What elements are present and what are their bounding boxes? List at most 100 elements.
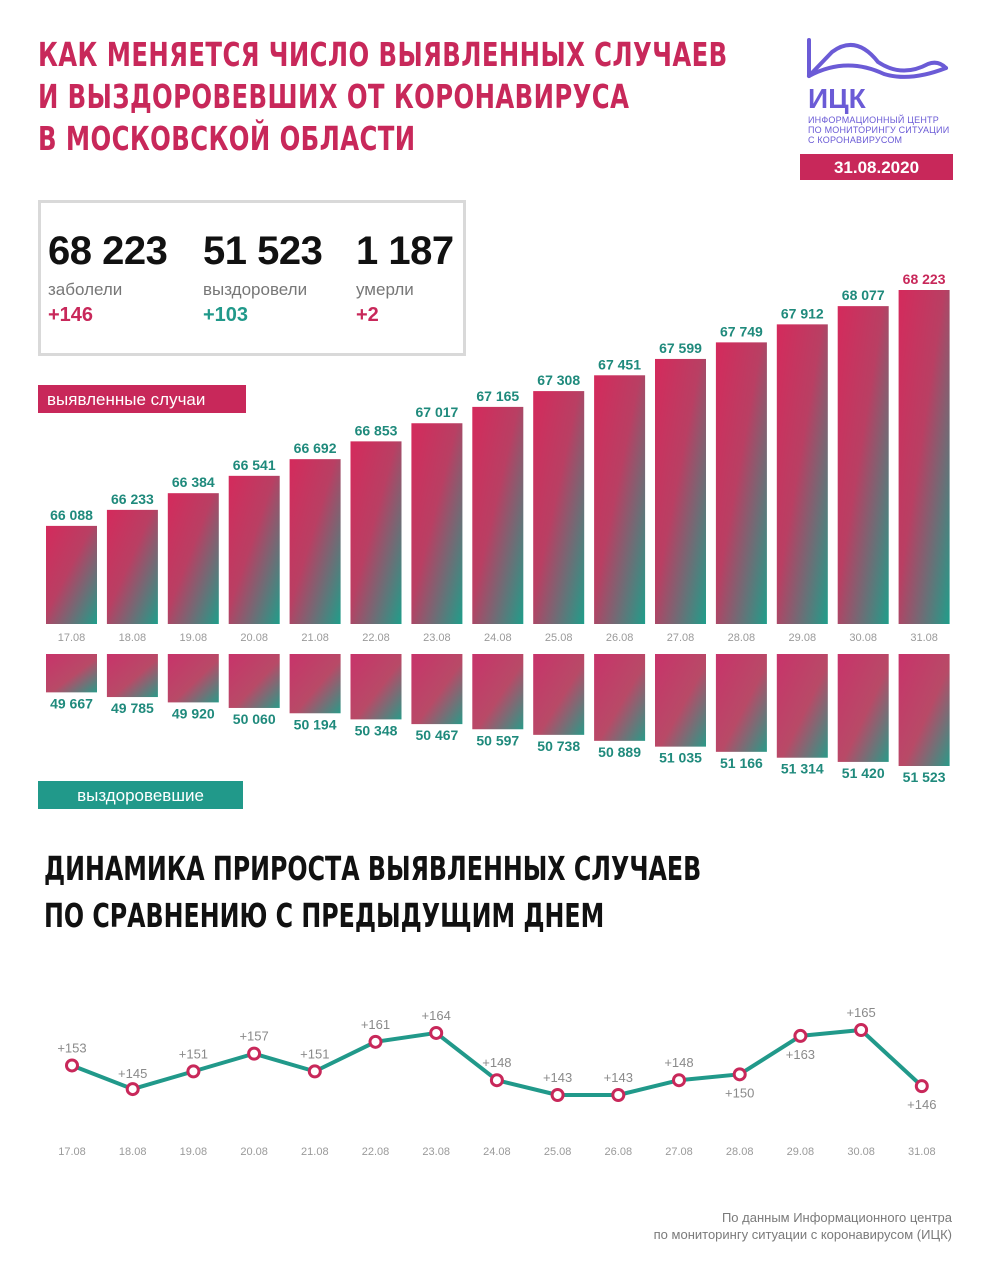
recovered-bar bbox=[106, 654, 158, 698]
growth-value-label: +164 bbox=[422, 1008, 451, 1023]
recovered-bar bbox=[472, 654, 524, 730]
logo-abbr: ИЦК bbox=[808, 83, 867, 114]
recovered-value-label: 50 467 bbox=[415, 727, 458, 743]
cases-value-label: 66 541 bbox=[233, 457, 276, 473]
cases-bar bbox=[289, 459, 341, 624]
cases-bar bbox=[167, 493, 219, 624]
growth-date-label: 24.08 bbox=[483, 1146, 511, 1158]
logo-caption-line-3: С КОРОНАВИРУСОМ bbox=[808, 135, 903, 145]
stat-infected-delta: +146 bbox=[48, 304, 94, 326]
cases-value-label: 67 749 bbox=[720, 323, 763, 339]
cases-bar bbox=[898, 290, 950, 624]
cases-bar bbox=[411, 423, 463, 624]
recovered-value-label: 50 060 bbox=[233, 711, 276, 727]
date-tick-label: 31.08 bbox=[910, 632, 938, 644]
recovered-bar bbox=[289, 654, 341, 714]
cases-value-label: 66 692 bbox=[294, 440, 337, 456]
growth-value-label: +150 bbox=[725, 1085, 754, 1100]
cases-value-label: 67 017 bbox=[415, 404, 458, 420]
stat-recovered-label: выздоровели bbox=[203, 280, 308, 299]
recovered-value-label: 50 889 bbox=[598, 744, 641, 760]
cases-bar bbox=[715, 342, 767, 624]
recovered-tag: выздоровевшие bbox=[38, 781, 243, 809]
recovered-bar bbox=[837, 654, 889, 762]
recovered-value-label: 51 166 bbox=[720, 755, 763, 771]
date-tick-label: 18.08 bbox=[119, 632, 147, 644]
section-title-line-2: ПО СРАВНЕНИЮ С ПРЕДЫДУЩИМ ДНЕМ bbox=[44, 896, 605, 935]
recovered-value-label: 51 420 bbox=[842, 765, 885, 781]
recovered-bars: 49 667 49 785 49 920 50 060 50 194 50 348 50 4… bbox=[46, 654, 950, 785]
section-title-line-1: ДИНАМИКА ПРИРОСТА ВЫЯВЛЕННЫХ СЛУЧАЕВ bbox=[44, 849, 702, 888]
cases-bar bbox=[837, 306, 889, 624]
date-tick-label: 20.08 bbox=[240, 632, 268, 644]
growth-date-label: 29.08 bbox=[787, 1146, 815, 1158]
growth-value-label: +145 bbox=[118, 1066, 147, 1081]
title-line-3: В МОСКОВСКОЙ ОБЛАСТИ bbox=[38, 119, 416, 158]
date-tick-label: 28.08 bbox=[728, 632, 756, 644]
cases-bar bbox=[655, 358, 706, 624]
recovered-bar bbox=[228, 654, 280, 708]
cases-bar bbox=[472, 406, 524, 624]
growth-date-label: 28.08 bbox=[726, 1146, 754, 1158]
cases-value-label: 67 451 bbox=[598, 356, 641, 372]
growth-point bbox=[186, 1064, 201, 1079]
growth-date-label: 19.08 bbox=[180, 1146, 208, 1158]
recovered-value-label: 49 920 bbox=[172, 705, 215, 721]
stat-died-delta: +2 bbox=[356, 304, 379, 326]
growth-date-label: 30.08 bbox=[847, 1146, 875, 1158]
recovered-bar bbox=[411, 654, 463, 725]
stat-infected-value: 68 223 bbox=[48, 229, 168, 273]
date-tick-label: 26.08 bbox=[606, 632, 634, 644]
recovered-value-label: 51 523 bbox=[903, 769, 946, 785]
growth-point bbox=[914, 1079, 929, 1094]
date-tick-label: 22.08 bbox=[362, 632, 390, 644]
growth-date-label: 31.08 bbox=[908, 1146, 936, 1158]
growth-value-label: +151 bbox=[179, 1046, 208, 1061]
growth-point bbox=[732, 1067, 747, 1082]
cases-value-label: 66 233 bbox=[111, 491, 154, 507]
itsk-logo: ИЦК bbox=[807, 38, 948, 114]
cases-bar bbox=[228, 475, 280, 624]
source-line-2: по мониторингу ситуации с коронавирусом … bbox=[653, 1227, 952, 1242]
summary-box: 68 223 заболели +146 51 523 выздоровели … bbox=[38, 200, 466, 356]
recovered-value-label: 51 035 bbox=[659, 750, 702, 766]
source-line-1: По данным Информационного центра bbox=[721, 1210, 952, 1225]
date-tick-label: 30.08 bbox=[849, 632, 877, 644]
stat-infected-label: заболели bbox=[48, 280, 123, 299]
stat-recovered-value: 51 523 bbox=[203, 229, 323, 273]
growth-value-label: +165 bbox=[846, 1005, 875, 1020]
cases-value-label: 66 088 bbox=[50, 507, 93, 523]
growth-point bbox=[672, 1073, 686, 1088]
cases-bar bbox=[350, 441, 402, 624]
cases-tag: выявленные случаи bbox=[38, 385, 246, 413]
cases-bar bbox=[533, 391, 585, 624]
section-title: ДИНАМИКА ПРИРОСТА ВЫЯВЛЕННЫХ СЛУЧАЕВ ПО … bbox=[44, 845, 702, 939]
date-tick-label: 19.08 bbox=[180, 632, 208, 644]
recovered-value-label: 49 667 bbox=[50, 695, 93, 711]
recovered-bar bbox=[533, 654, 585, 735]
cases-value-label: 67 912 bbox=[781, 305, 824, 321]
recovered-value-label: 49 785 bbox=[111, 700, 154, 716]
recovered-value-label: 50 348 bbox=[355, 722, 398, 738]
growth-point bbox=[611, 1088, 626, 1102]
growth-date-label: 25.08 bbox=[544, 1146, 572, 1158]
cases-value-label: 67 308 bbox=[537, 372, 580, 388]
date-tick-label: 25.08 bbox=[545, 632, 573, 644]
date-tick-label: 24.08 bbox=[484, 632, 512, 644]
cases-value-label: 68 223 bbox=[903, 271, 946, 287]
cases-value-label: 68 077 bbox=[842, 287, 885, 303]
growth-point bbox=[368, 1034, 383, 1049]
growth-value-label: +143 bbox=[604, 1070, 633, 1085]
growth-date-label: 26.08 bbox=[605, 1146, 633, 1158]
recovered-bar bbox=[898, 654, 950, 766]
stat-infected: 68 223 заболели +146 bbox=[48, 229, 168, 327]
growth-date-label: 22.08 bbox=[362, 1146, 390, 1158]
recovered-value-label: 50 597 bbox=[476, 732, 519, 748]
cases-value-label: 67 165 bbox=[476, 388, 519, 404]
growth-point bbox=[307, 1064, 322, 1079]
recovered-bar bbox=[350, 654, 402, 720]
cases-value-label: 66 853 bbox=[355, 422, 398, 438]
recovered-bar bbox=[776, 654, 828, 758]
growth-date-label: 20.08 bbox=[240, 1146, 268, 1158]
date-badge: 31.08.2020 bbox=[800, 154, 953, 180]
